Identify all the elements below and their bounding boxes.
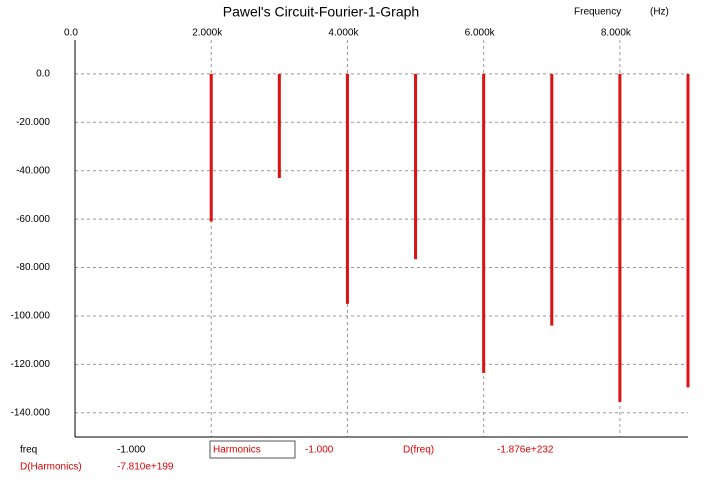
- delta-x-name: D(freq): [403, 445, 434, 456]
- y-tick-label: -20.000: [16, 117, 50, 128]
- delta-y-value: -7.810e+199: [117, 462, 174, 473]
- delta-x-value: -1.876e+232: [497, 445, 554, 456]
- trace-box[interactable]: [209, 440, 296, 459]
- x-tick-label: 4.000k: [328, 28, 359, 39]
- x-axis-unit: (Hz): [650, 7, 669, 18]
- trace-value: -1.000: [305, 445, 334, 456]
- cursor-x-name: freq: [20, 445, 37, 456]
- chart-title: Pawel's Circuit-Fourier-1-Graph: [223, 4, 419, 20]
- x-axis-label: Frequency: [574, 7, 621, 18]
- cursor-x-value: -1.000: [117, 445, 146, 456]
- y-tick-label: 0.0: [36, 69, 50, 80]
- x-tick-label: 6.000k: [465, 28, 496, 39]
- y-tick-label: -40.000: [16, 165, 50, 176]
- y-tick-label: -120.000: [11, 359, 51, 370]
- y-tick-label: -100.000: [11, 311, 51, 322]
- delta-y-name: D(Harmonics): [20, 462, 82, 473]
- y-tick-label: -140.000: [11, 407, 51, 418]
- x-tick-label: 8.000k: [601, 28, 632, 39]
- x-tick-label: 2.000k: [192, 28, 223, 39]
- plot-area: 0.0 2.000k 4.000k 6.000k 8.000k 0.0 -20.000 -40…: [11, 28, 690, 437]
- trace-name[interactable]: Harmonics: [213, 445, 261, 456]
- y-tick-label: -60.000: [16, 214, 50, 225]
- y-tick-label: -80.000: [16, 262, 50, 273]
- x-tick-label: 0.0: [64, 28, 78, 39]
